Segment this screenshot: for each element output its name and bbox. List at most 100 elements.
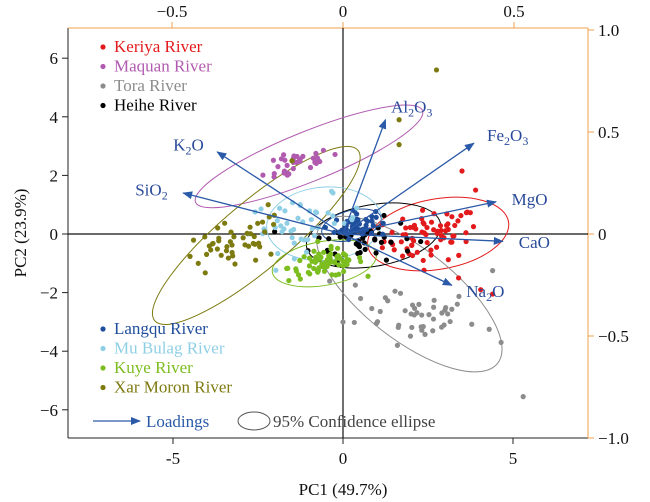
y-tick-label: 0 xyxy=(50,225,59,244)
data-point xyxy=(331,220,337,226)
data-point xyxy=(490,268,496,274)
data-point xyxy=(428,252,434,258)
data-point xyxy=(255,220,261,226)
points-layer xyxy=(187,67,526,400)
data-point xyxy=(195,260,201,266)
data-point xyxy=(187,253,193,259)
data-point xyxy=(358,258,364,265)
data-point xyxy=(295,215,301,221)
data-point xyxy=(307,164,314,171)
data-point xyxy=(265,202,271,208)
data-point xyxy=(309,225,315,232)
data-point xyxy=(456,252,462,258)
key-ellipse-icon xyxy=(237,411,271,431)
legend-marker xyxy=(100,63,106,70)
legend-marker xyxy=(100,365,106,371)
x-tick-label: -5 xyxy=(166,449,180,468)
data-point xyxy=(385,298,391,304)
loading-arrow xyxy=(342,233,453,286)
data-point xyxy=(298,236,304,242)
loading-label: CaO xyxy=(519,233,550,252)
x-tick-label: 5 xyxy=(509,449,518,468)
data-point xyxy=(419,312,425,318)
data-point xyxy=(449,306,455,312)
confidence-ellipse xyxy=(316,215,503,373)
data-point xyxy=(333,272,339,278)
data-point xyxy=(247,224,253,230)
data-point xyxy=(403,225,409,231)
data-point xyxy=(445,311,451,317)
data-point xyxy=(231,234,237,240)
data-point xyxy=(407,333,414,339)
legend-label: Mu Bulag River xyxy=(114,339,225,358)
data-point xyxy=(463,230,469,236)
data-point xyxy=(253,257,259,263)
top-tick-label: −0.5 xyxy=(157,2,188,21)
data-point xyxy=(340,319,346,325)
data-point xyxy=(306,255,313,261)
data-point xyxy=(230,253,236,259)
data-point xyxy=(344,256,350,263)
data-point xyxy=(342,252,349,258)
data-point xyxy=(229,242,235,248)
legend-label: Maquan River xyxy=(114,57,212,76)
data-point xyxy=(297,158,303,165)
legend-label: Langqu River xyxy=(114,319,208,338)
data-point xyxy=(373,320,380,327)
data-point xyxy=(305,269,311,276)
right-tick-label: 0.5 xyxy=(598,123,619,142)
data-point xyxy=(351,319,357,326)
legend-marker xyxy=(100,44,106,50)
data-point xyxy=(459,168,465,174)
y-axis-title: PC2 (23.9%) xyxy=(11,189,30,278)
legend-label: Tora River xyxy=(114,76,187,95)
data-point xyxy=(379,245,385,251)
data-point xyxy=(451,233,457,239)
data-point xyxy=(373,250,379,256)
right-tick-label: 0 xyxy=(598,225,607,244)
data-point xyxy=(354,205,360,211)
data-point xyxy=(311,248,317,254)
data-point xyxy=(437,223,444,229)
data-point xyxy=(244,230,250,236)
loading-label: Al2O3 xyxy=(391,98,432,120)
data-point xyxy=(431,227,437,233)
data-point xyxy=(431,304,437,310)
data-point xyxy=(321,268,328,274)
data-point xyxy=(328,246,334,252)
data-point xyxy=(433,244,440,250)
legend-label: Kuye River xyxy=(114,358,193,377)
data-point xyxy=(308,216,314,223)
data-point xyxy=(473,187,479,193)
data-point xyxy=(275,250,281,257)
data-point xyxy=(326,236,332,242)
data-point xyxy=(352,282,358,288)
data-point xyxy=(454,301,460,307)
data-point xyxy=(431,297,437,303)
data-point xyxy=(313,150,319,157)
data-point xyxy=(260,172,266,178)
data-point xyxy=(420,324,426,330)
data-point xyxy=(279,229,285,235)
data-point xyxy=(396,142,402,148)
data-point xyxy=(420,257,426,264)
data-point xyxy=(430,316,437,322)
x-axis-title: PC1 (49.7%) xyxy=(299,480,388,499)
data-point xyxy=(456,293,462,299)
data-point xyxy=(428,219,435,225)
data-point xyxy=(310,155,316,161)
data-point xyxy=(392,288,398,294)
data-point xyxy=(259,219,266,225)
legend-marker xyxy=(100,326,106,332)
data-point xyxy=(442,307,448,313)
loading-arrow xyxy=(216,151,344,235)
data-point xyxy=(420,220,426,226)
data-point xyxy=(273,267,279,273)
data-point xyxy=(321,249,327,255)
data-point xyxy=(362,246,368,252)
data-point xyxy=(294,153,300,160)
data-point xyxy=(316,251,322,257)
data-point xyxy=(284,162,290,168)
data-point xyxy=(455,218,461,224)
